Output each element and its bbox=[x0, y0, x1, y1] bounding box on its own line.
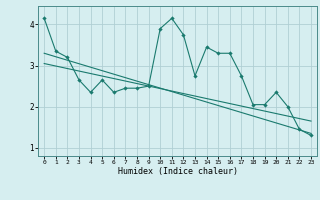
X-axis label: Humidex (Indice chaleur): Humidex (Indice chaleur) bbox=[118, 167, 238, 176]
